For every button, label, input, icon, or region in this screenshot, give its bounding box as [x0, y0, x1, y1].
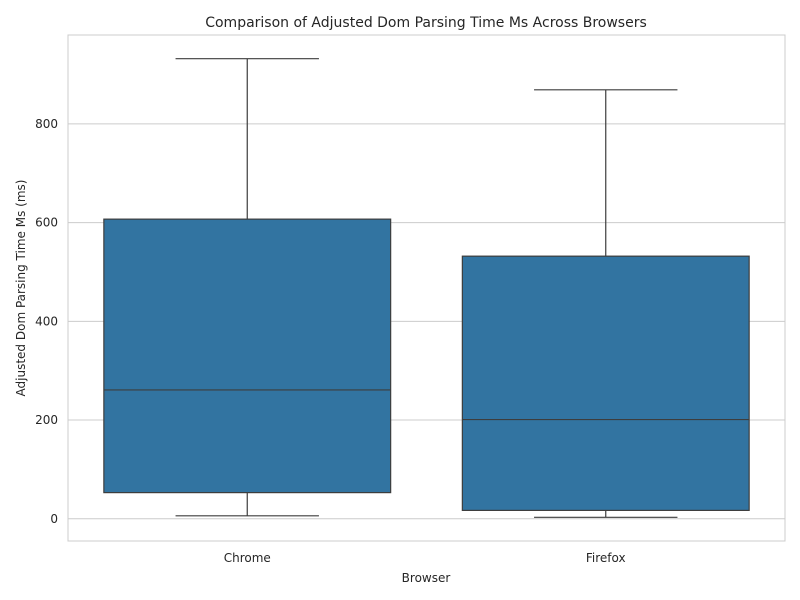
y-tick-label: 200	[35, 413, 58, 427]
x-axis-ticks: Chrome Firefox	[224, 551, 626, 565]
x-tick-label: Chrome	[224, 551, 271, 565]
y-axis-ticks: 0 200 400 600 800	[35, 117, 58, 526]
x-tick-label: Firefox	[586, 551, 626, 565]
box-series	[103, 58, 750, 518]
y-tick-label: 800	[35, 117, 58, 131]
x-axis-label: Browser	[402, 571, 451, 585]
y-tick-label: 600	[35, 216, 58, 230]
plot-frame	[67, 34, 786, 542]
box-chrome	[103, 218, 392, 494]
chart-title: Comparison of Adjusted Dom Parsing Time …	[205, 15, 647, 31]
y-tick-label: 400	[35, 314, 58, 328]
box-firefox	[461, 255, 750, 511]
y-tick-label: 0	[50, 512, 58, 526]
y-axis-label: Adjusted Dom Parsing Time Ms (ms)	[14, 180, 28, 397]
